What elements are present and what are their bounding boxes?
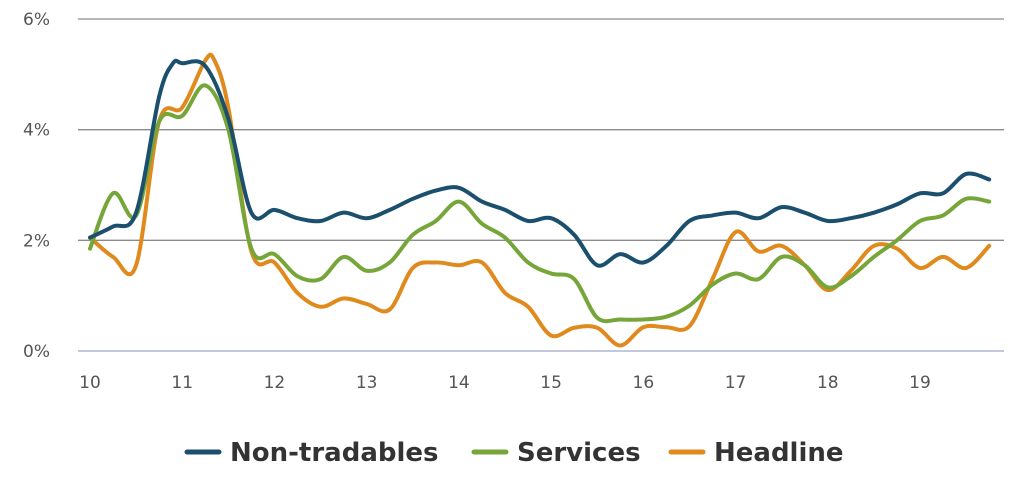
y-tick-label: 0% <box>23 342 50 362</box>
x-axis-tick-labels: 10 11 12 13 14 15 16 17 18 19 <box>79 373 931 393</box>
x-tick-label: 11 <box>171 373 193 393</box>
x-tick-label: 16 <box>633 373 655 393</box>
y-tick-label: 2% <box>23 231 50 251</box>
x-tick-label: 18 <box>817 373 839 393</box>
x-tick-label: 10 <box>79 373 101 393</box>
x-tick-label: 12 <box>264 373 286 393</box>
series-lines <box>88 52 992 348</box>
x-tick-label: 17 <box>725 373 747 393</box>
y-axis-tick-labels: 0% 2% 4% 6% <box>23 10 50 362</box>
series-line-headline <box>88 52 992 348</box>
x-tick-label: 19 <box>909 373 931 393</box>
x-tick-label: 14 <box>448 373 470 393</box>
series-line-services <box>88 83 992 324</box>
legend-label-non-tradables: Non-tradables <box>230 438 439 468</box>
legend-label-services: Services <box>517 438 641 468</box>
legend-label-headline: Headline <box>714 438 844 468</box>
series-line-non-tradables <box>88 58 992 268</box>
x-tick-label: 15 <box>540 373 562 393</box>
legend: Non-tradables Services Headline <box>184 438 844 468</box>
grid-lines <box>78 18 1004 241</box>
y-tick-label: 6% <box>23 10 50 30</box>
x-tick-label: 13 <box>356 373 378 393</box>
y-tick-label: 4% <box>23 121 50 141</box>
